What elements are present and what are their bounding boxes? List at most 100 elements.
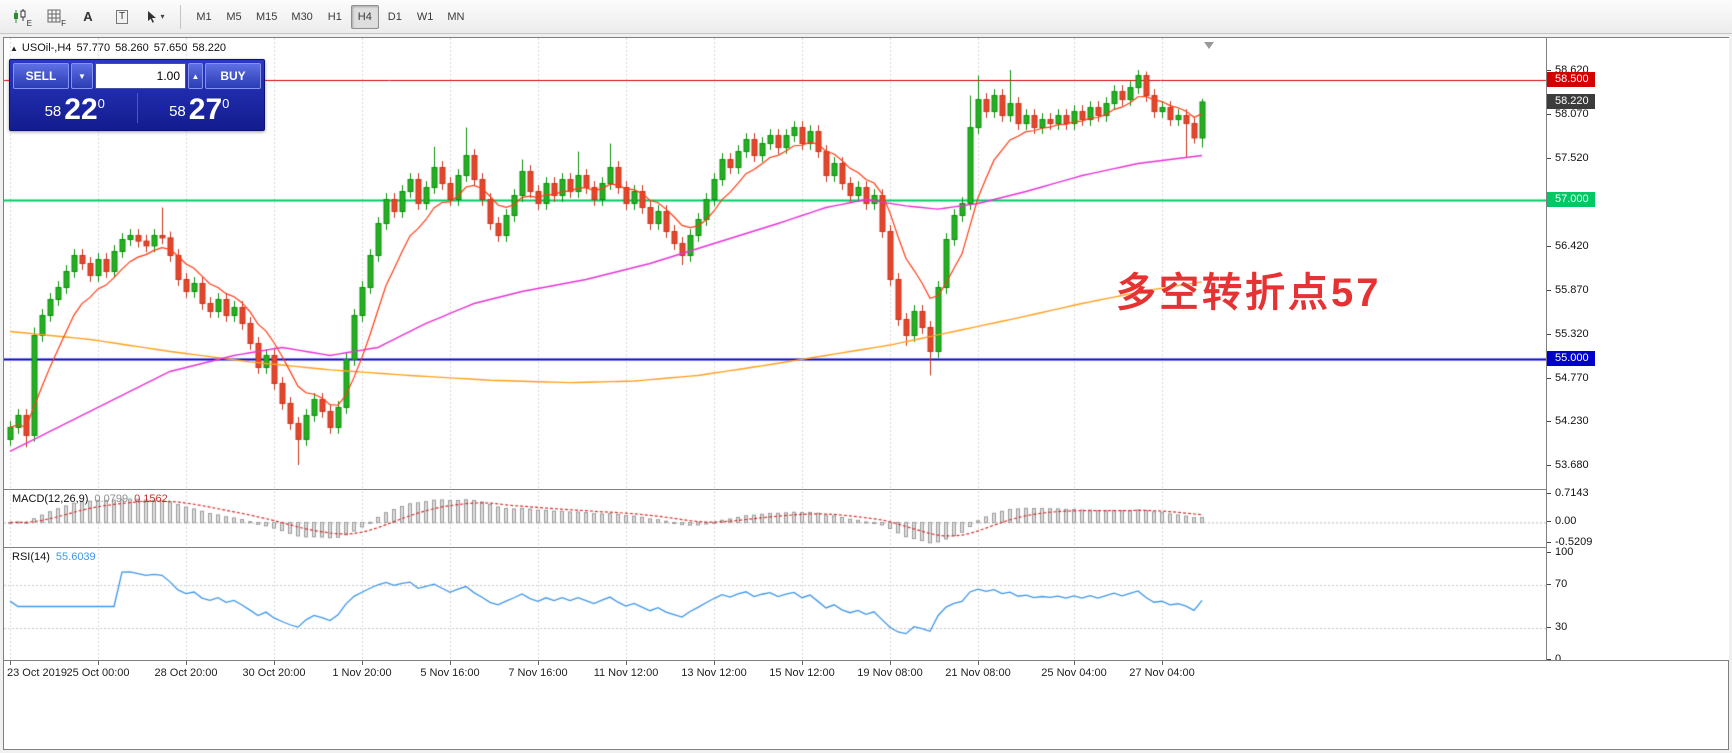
price-scale-label: 55.870 (1547, 283, 1589, 297)
time-tick (362, 661, 363, 665)
tf-button-m1[interactable]: M1 (190, 5, 218, 29)
symbol-name: USOil-,H4 (21, 42, 72, 54)
tf-button-h4[interactable]: H4 (350, 4, 379, 29)
price-scale-label: 0 (1547, 652, 1561, 666)
tf-button-m15[interactable]: M15 (250, 5, 283, 29)
grid-icon (47, 9, 60, 23)
rsi-panel (4, 547, 1728, 661)
cursor-tool-button[interactable]: ▾ (140, 4, 172, 30)
time-scale-label: 27 Nov 04:00 (1129, 667, 1195, 679)
tf-button-w1[interactable]: W1 (411, 5, 440, 29)
toolbar-icon-sub-label: E (26, 18, 32, 28)
one-click-collapse-icon[interactable]: ▲ (10, 44, 18, 53)
toolbar-icon-sub-label: F (61, 18, 66, 28)
time-tick (450, 661, 451, 665)
time-tick (274, 661, 275, 665)
tf-button-m5[interactable]: M5 (220, 5, 248, 29)
price-scale-label: 57.520 (1547, 151, 1589, 165)
rsi-name: RSI(14) (12, 551, 50, 563)
sell-button[interactable]: SELL (13, 63, 69, 89)
tf-button-m30[interactable]: M30 (285, 5, 318, 29)
time-tick (1162, 661, 1163, 665)
time-scale-label: 1 Nov 20:00 (332, 667, 392, 679)
chevron-down-icon: ▾ (160, 12, 165, 21)
chart-frame: ▲ USOil-,H4 57.770 58.260 57.650 58.220 SELL … (3, 37, 1729, 750)
volume-decrease-button[interactable]: ▼ (71, 63, 93, 89)
text-label-tool-button[interactable]: T (106, 4, 138, 30)
time-scale-label: 19 Nov 08:00 (857, 667, 923, 679)
macd-panel (4, 489, 1728, 548)
time-tick (1074, 661, 1075, 665)
price-scale-label: 58.070 (1547, 107, 1589, 121)
time-scale-label: 11 Nov 12:00 (593, 667, 659, 679)
time-scale-label: 25 Nov 04:00 (1041, 667, 1107, 679)
macd-signal-value: 0.1562 (134, 493, 168, 505)
price-scale-label: 56.420 (1547, 239, 1589, 253)
candle-chart-icon-button[interactable]: E (4, 4, 36, 30)
buy-button[interactable]: BUY (205, 63, 261, 89)
time-tick (890, 661, 891, 665)
chart-shift-marker-icon[interactable] (1204, 42, 1214, 49)
time-scale-label: 23 Oct 2019 (7, 667, 67, 679)
toolbar-separator (180, 4, 181, 29)
rsi-canvas[interactable] (4, 549, 1546, 661)
time-scale-label: 7 Nov 16:00 (508, 667, 568, 679)
time-scale-label: 25 Oct 00:00 (66, 667, 130, 679)
tf-button-d1[interactable]: D1 (381, 5, 409, 29)
symbol-ohlc-line: ▲ USOil-,H4 57.770 58.260 57.650 58.220 (10, 42, 231, 54)
rsi-value: 55.6039 (55, 551, 96, 563)
candle-chart-icon (14, 9, 26, 23)
price-scale-label: 54.230 (1547, 414, 1589, 428)
price-scale-label: 54.770 (1547, 371, 1589, 385)
tf-button-mn[interactable]: MN (441, 5, 470, 29)
time-scale-label: 21 Nov 08:00 (945, 667, 1011, 679)
time-scale-label: 30 Oct 20:00 (242, 667, 306, 679)
price-scale-label: 0.00 (1547, 514, 1576, 528)
time-scale-label: 28 Oct 20:00 (154, 667, 218, 679)
chart-annotation-text[interactable]: 多空转折点57 (1116, 271, 1382, 315)
buy-price-whole: 58 (169, 103, 186, 120)
price-level-badge: 57.000 (1547, 192, 1595, 207)
time-tick (714, 661, 715, 665)
indicator-grid-icon-button[interactable]: F (38, 4, 70, 30)
text-t-icon: T (115, 9, 129, 24)
one-click-trading-panel: SELL ▼ ▲ BUY 58 22 0 58 27 0 (9, 59, 265, 131)
volume-increase-button[interactable]: ▲ (188, 63, 203, 89)
price-scale-label: 30 (1547, 620, 1567, 634)
price-scale-label: -0.5209 (1547, 535, 1592, 549)
time-tick (98, 661, 99, 665)
macd-canvas[interactable] (4, 491, 1546, 548)
cursor-icon (148, 11, 157, 23)
buy-price[interactable]: 58 27 0 (138, 95, 262, 127)
time-scale-label: 13 Nov 12:00 (681, 667, 747, 679)
price-level-badge: 58.220 (1547, 94, 1595, 109)
open-value: 57.770 (76, 42, 111, 54)
price-scale-label: 100 (1547, 545, 1573, 559)
time-tick (538, 661, 539, 665)
price-scale[interactable]: 58.620 58.070 57.520 56.420 55.870 55.320 54.7… (1546, 38, 1729, 665)
time-scale[interactable]: 23 Oct 2019 25 Oct 00:00 28 Oct 20:00 30 Oc… (4, 660, 1728, 686)
macd-name: MACD(12,26,9) (12, 493, 89, 505)
low-value: 57.650 (153, 42, 188, 54)
toolbar: E F A T ▾ M1 M5 M15 M30 H1 H4 D1 W1 MN (0, 0, 1732, 34)
sell-price-point: 0 (97, 96, 105, 111)
font-tool-button[interactable]: A (72, 4, 104, 30)
time-scale-label: 5 Nov 16:00 (420, 667, 480, 679)
time-tick (186, 661, 187, 665)
tf-button-h1[interactable]: H1 (321, 5, 349, 29)
price-scale-label: 53.680 (1547, 458, 1589, 472)
rsi-label: RSI(14) 55.6039 (12, 551, 96, 563)
time-tick (10, 661, 11, 665)
price-level-badge: 58.500 (1547, 72, 1595, 87)
time-tick (802, 661, 803, 665)
font-a-icon: A (83, 9, 93, 24)
buy-price-pips: 27 (188, 93, 223, 126)
time-scale-label: 15 Nov 12:00 (769, 667, 835, 679)
sell-price[interactable]: 58 22 0 (13, 95, 137, 127)
price-divider (136, 93, 138, 123)
volume-input[interactable] (95, 63, 186, 89)
timeframe-group: M1 M5 M15 M30 H1 H4 D1 W1 MN (189, 4, 471, 29)
sell-price-whole: 58 (44, 103, 62, 120)
price-scale-label: 70 (1547, 577, 1567, 591)
